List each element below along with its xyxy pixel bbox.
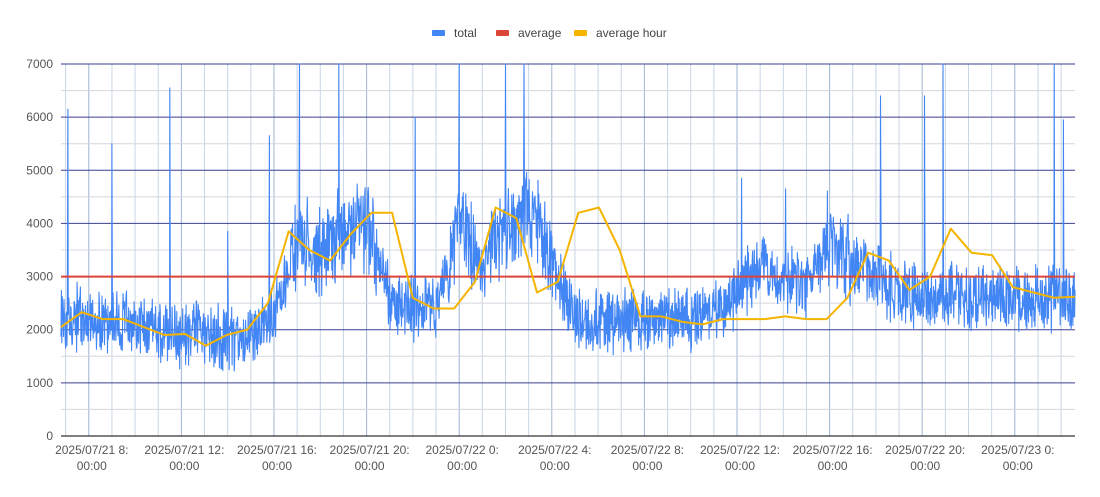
- legend-swatch-average: [496, 30, 509, 36]
- x-tick-label-time: 00:00: [540, 459, 570, 473]
- x-tick-label-time: 00:00: [77, 459, 107, 473]
- y-tick-label: 4000: [26, 216, 53, 230]
- legend: total average average hour: [432, 26, 667, 40]
- x-tick-label-time: 00:00: [818, 459, 848, 473]
- y-tick-label: 2000: [26, 323, 53, 337]
- legend-swatch-total: [432, 30, 445, 36]
- series-line-average-hour: [60, 206, 1076, 347]
- y-tick-label: 1000: [26, 376, 53, 390]
- legend-label-average-hour: average hour: [596, 26, 667, 40]
- x-tick-label-time: 00:00: [1003, 459, 1033, 473]
- x-tick-label-time: 00:00: [355, 459, 385, 473]
- x-tick-label-time: 00:00: [447, 459, 477, 473]
- x-tick-label-date: 2025/07/22 16:: [793, 443, 873, 457]
- y-tick-label: 7000: [26, 57, 53, 71]
- x-tick-label-date: 2025/07/22 0:: [425, 443, 498, 457]
- x-tick-label-date: 2025/07/21 8:: [55, 443, 128, 457]
- y-tick-label: 3000: [26, 270, 53, 284]
- x-tick-label-time: 00:00: [632, 459, 662, 473]
- legend-label-average: average: [518, 26, 562, 40]
- x-tick-label-date: 2025/07/22 12:: [700, 443, 780, 457]
- series-total: [60, 63, 1076, 372]
- x-tick-label-time: 00:00: [725, 459, 755, 473]
- legend-label-total: total: [454, 26, 477, 40]
- x-tick-label-date: 2025/07/21 16:: [237, 443, 317, 457]
- y-tick-label: 6000: [26, 110, 53, 124]
- y-axis: 0 1000 2000 3000 4000 5000 6000 7000: [26, 57, 53, 443]
- legend-swatch-average-hour: [574, 30, 587, 36]
- x-tick-label-date: 2025/07/23 0:: [981, 443, 1054, 457]
- series-average-hour: [60, 206, 1076, 347]
- x-tick-label-date: 2025/07/21 12:: [144, 443, 224, 457]
- x-tick-label-time: 00:00: [262, 459, 292, 473]
- x-tick-label-date: 2025/07/22 20:: [885, 443, 965, 457]
- x-tick-label-date: 2025/07/22 8:: [611, 443, 684, 457]
- x-tick-label-time: 00:00: [169, 459, 199, 473]
- y-tick-label: 5000: [26, 163, 53, 177]
- x-tick-label-date: 2025/07/21 20:: [330, 443, 410, 457]
- x-tick-label-date: 2025/07/22 4:: [518, 443, 591, 457]
- y-tick-label: 0: [46, 429, 53, 443]
- x-axis: 2025/07/21 8: 00:00 2025/07/21 12: 00:00 202…: [55, 443, 1054, 473]
- series-line-total: [60, 63, 1076, 372]
- x-tick-label-time: 00:00: [910, 459, 940, 473]
